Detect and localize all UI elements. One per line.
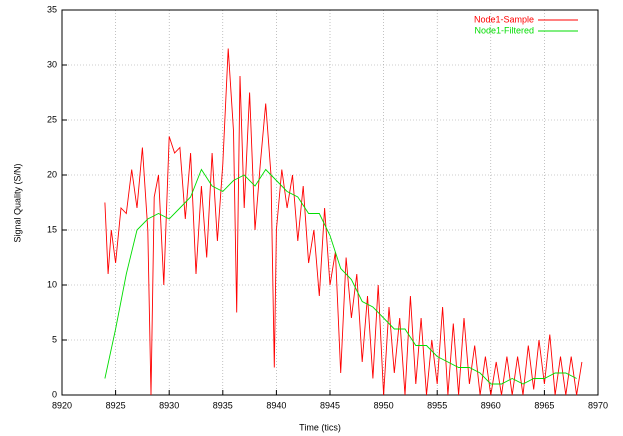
- series-line: [104, 168, 577, 385]
- plot-frame: [61, 9, 599, 396]
- y-tick-label: 30: [47, 59, 57, 69]
- legend-label: Node1-Sample: [474, 14, 534, 24]
- x-tick-label: 8920: [52, 400, 72, 410]
- x-tick-label: 8925: [106, 400, 126, 410]
- x-tick-label: 8950: [374, 400, 394, 410]
- x-tick-label: 8955: [427, 400, 447, 410]
- series-line: [104, 48, 583, 396]
- x-tick-label: 8970: [588, 400, 608, 410]
- x-tick-label: 8960: [481, 400, 501, 410]
- y-tick-label: 10: [47, 279, 57, 289]
- x-tick-label: 8935: [213, 400, 233, 410]
- y-axis-label: Signal Quality (S/N): [12, 163, 22, 242]
- x-tick-label: 8940: [266, 400, 286, 410]
- y-tick-label: 20: [47, 169, 57, 179]
- x-tick-label: 8930: [159, 400, 179, 410]
- x-tick-label: 8965: [534, 400, 554, 410]
- legend-label: Node1-Filtered: [474, 25, 534, 35]
- y-tick-label: 0: [52, 389, 57, 399]
- y-tick-label: 5: [52, 334, 57, 344]
- y-tick-label: 15: [47, 224, 57, 234]
- x-tick-label: 8945: [320, 400, 340, 410]
- y-tick-label: 25: [47, 114, 57, 124]
- y-tick-label: 35: [47, 4, 57, 14]
- x-axis-label: Time (tics): [299, 422, 341, 432]
